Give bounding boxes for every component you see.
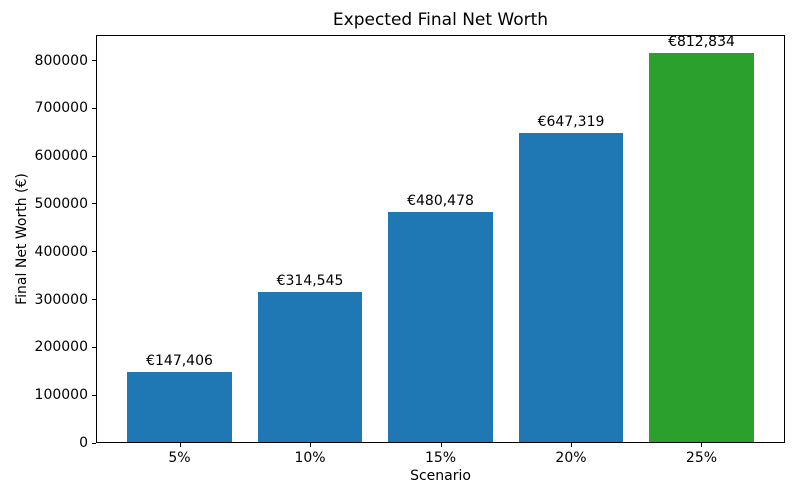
bar-value-label: €480,478 bbox=[407, 193, 474, 210]
y-tick-label: 0 bbox=[79, 435, 88, 451]
y-tick-label: 800000 bbox=[34, 52, 88, 69]
bar-10% bbox=[257, 291, 363, 442]
y-tick-mark bbox=[92, 203, 96, 205]
x-tick-label: 20% bbox=[555, 450, 587, 466]
y-tick-label: 400000 bbox=[34, 243, 88, 260]
y-tick-label: 700000 bbox=[34, 100, 88, 117]
y-tick-mark bbox=[92, 346, 96, 348]
x-tick-mark bbox=[440, 443, 442, 447]
x-axis-label: Scenario bbox=[410, 468, 471, 484]
y-tick-label: 600000 bbox=[34, 148, 88, 165]
y-tick-mark bbox=[92, 442, 96, 444]
y-tick-mark bbox=[92, 251, 96, 253]
y-tick-mark bbox=[92, 394, 96, 396]
y-tick-mark bbox=[92, 60, 96, 62]
y-tick-mark bbox=[92, 155, 96, 157]
plot-area: €147,406 €314,545 €480,478 €647,319 €812,834 bbox=[96, 34, 785, 443]
x-tick-mark bbox=[310, 443, 311, 447]
bar-value-label: €647,319 bbox=[537, 113, 605, 130]
y-tick-mark bbox=[92, 299, 96, 301]
x-tick-mark bbox=[701, 443, 703, 447]
x-tick-mark bbox=[570, 443, 572, 447]
bar-25% bbox=[649, 53, 754, 442]
bar-value-label: €812,834 bbox=[668, 34, 735, 51]
chart-title: Expected Final Net Worth bbox=[332, 10, 549, 30]
x-tick-label: 25% bbox=[685, 450, 718, 466]
bar-20% bbox=[518, 132, 624, 442]
x-tick-label: 15% bbox=[424, 450, 457, 466]
bar-15% bbox=[388, 212, 493, 442]
x-tick-mark bbox=[179, 443, 181, 447]
y-tick-label: 200000 bbox=[34, 339, 88, 356]
bar-5% bbox=[127, 371, 232, 442]
y-axis-label: Final Net Worth (€) bbox=[14, 173, 30, 305]
bar-value-label: €147,406 bbox=[146, 352, 213, 369]
y-tick-label: 500000 bbox=[34, 195, 88, 212]
x-tick-label: 5% bbox=[168, 450, 191, 466]
bar-value-label: €314,545 bbox=[276, 272, 344, 289]
y-tick-label: 100000 bbox=[34, 387, 88, 404]
y-tick-mark bbox=[92, 107, 96, 109]
x-tick-label: 10% bbox=[294, 450, 326, 466]
y-tick-label: 300000 bbox=[34, 291, 88, 308]
